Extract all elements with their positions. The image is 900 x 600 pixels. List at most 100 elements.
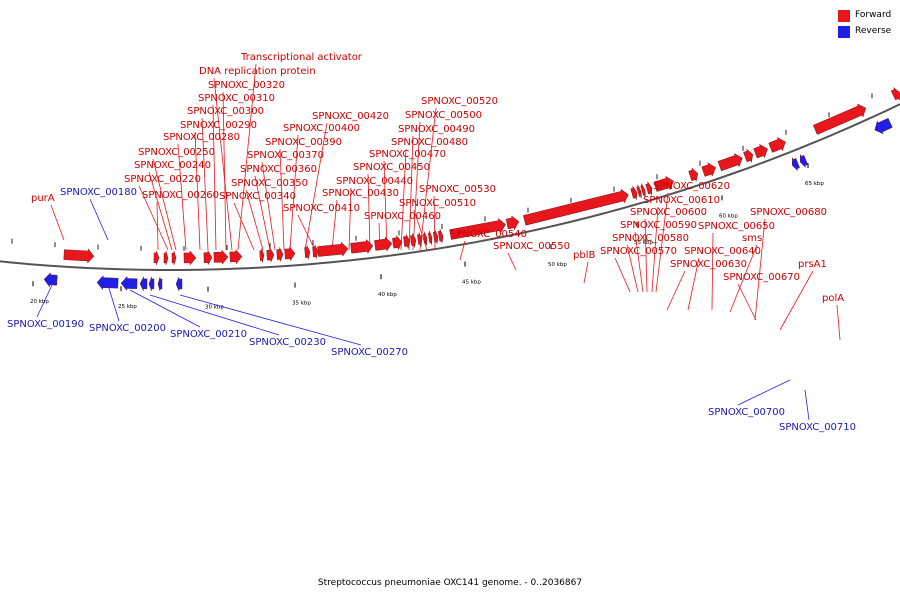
scale-tick-label: 25 kbp [118, 304, 137, 310]
forward-gene-arrow [701, 162, 716, 177]
forward-gene-arrow [350, 238, 374, 254]
forward-gene-arrow [640, 183, 646, 198]
forward-gene-label: SPNOXC_00590 [620, 220, 697, 231]
forward-label-leader [634, 231, 644, 293]
forward-gene-arrow [428, 230, 433, 245]
forward-gene-arrow [523, 188, 629, 226]
forward-gene-arrow [284, 246, 296, 262]
forward-label-leader [177, 143, 187, 251]
forward-gene-label: SPNOXC_00460 [364, 211, 441, 222]
forward-gene-arrow [163, 250, 169, 266]
forward-label-leader [297, 214, 316, 251]
forward-label-leader [138, 185, 169, 251]
scale-tick-label: 55 kbp [634, 240, 653, 246]
reverse-gene-label: SPNOXC_00190 [7, 319, 84, 330]
forward-gene-label: SPNOXC_00480 [391, 137, 468, 148]
legend-reverse-swatch [838, 26, 850, 38]
reverse-gene-label: SPNOXC_00200 [89, 323, 166, 334]
forward-label-leader [614, 257, 631, 293]
forward-gene-label: SPNOXC_00410 [283, 203, 360, 214]
forward-label-leader [213, 77, 233, 251]
reverse-label-leader [149, 294, 280, 336]
reverse-label-leader [737, 379, 791, 406]
forward-gene-label: SPNOXC_00570 [600, 246, 677, 257]
reverse-label-leader [107, 284, 120, 322]
scale-tick-label: 60 kbp [719, 213, 738, 219]
forward-gene-label: SPNOXC_00320 [208, 80, 285, 91]
forward-label-leader [626, 244, 639, 293]
forward-gene-label: SPNOXC_00620 [653, 181, 730, 192]
forward-label-leader [459, 240, 466, 261]
legend-reverse-label: Reverse [855, 26, 892, 36]
forward-label-leader [666, 270, 686, 311]
forward-gene-label: SPNOXC_00440 [336, 176, 413, 187]
forward-label-leader [754, 218, 766, 321]
reverse-label-leader [129, 289, 201, 328]
forward-gene-label: SPNOXC_00350 [231, 178, 308, 189]
forward-gene-arrow [374, 236, 393, 252]
reverse-gene-arrow [157, 276, 163, 292]
forward-label-leader [644, 218, 648, 293]
forward-label-leader [408, 135, 414, 251]
forward-gene-label: pblB [573, 250, 595, 261]
forward-gene-arrow [743, 148, 753, 164]
reverse-gene-label: SPNOXC_00230 [249, 337, 326, 348]
legend-forward-swatch [838, 10, 850, 22]
forward-gene-arrow [890, 87, 900, 101]
forward-label-leader [507, 252, 517, 271]
forward-gene-label: DNA replication protein [199, 66, 316, 77]
forward-gene-arrow [768, 137, 786, 153]
forward-gene-label: SPNOXC_00390 [265, 137, 342, 148]
reverse-gene-arrow [874, 118, 893, 135]
forward-gene-arrow [276, 247, 284, 262]
forward-gene-label: SPNOXC_00370 [247, 150, 324, 161]
forward-gene-label: SPNOXC_00360 [240, 164, 317, 175]
forward-label-leader [245, 189, 264, 251]
forward-gene-label: SPNOXC_00650 [698, 221, 775, 232]
forward-gene-label: SPNOXC_00600 [630, 207, 707, 218]
forward-label-leader [222, 91, 227, 251]
forward-label-leader [331, 199, 338, 251]
forward-gene-label: SPNOXC_00450 [353, 162, 430, 173]
reverse-gene-arrow [139, 276, 148, 291]
reverse-gene-label: SPNOXC_00270 [331, 347, 408, 358]
reverse-gene-label: SPNOXC_00710 [779, 422, 856, 433]
scale-tick-label: 65 kbp [805, 181, 824, 187]
forward-label-leader [419, 107, 437, 251]
forward-gene-arrow [317, 241, 349, 257]
forward-label-leader [836, 304, 841, 341]
reverse-gene-arrow [800, 154, 808, 168]
forward-gene-label: SPNOXC_00310 [198, 93, 275, 104]
reverse-gene-arrow [96, 275, 119, 291]
forward-gene-label: SPNOXC_00490 [398, 124, 475, 135]
forward-label-leader [400, 148, 407, 251]
scale-tick-label: 50 kbp [548, 262, 567, 268]
forward-gene-arrow [392, 235, 403, 251]
forward-gene-arrow [410, 233, 417, 248]
reverse-gene-arrow [792, 157, 800, 171]
forward-gene-label: polA [822, 293, 844, 304]
forward-gene-label: prsA1 [798, 259, 827, 270]
forward-gene-arrow [636, 184, 642, 199]
forward-gene-arrow [304, 245, 311, 260]
forward-gene-arrow [433, 229, 439, 244]
reverse-label-leader [36, 284, 53, 318]
forward-gene-label: SPNOXC_00550 [493, 241, 570, 252]
reverse-gene-label: SPNOXC_00180 [60, 187, 137, 198]
forward-gene-arrow [259, 248, 265, 263]
scale-tick-label: 20 kbp [30, 299, 49, 305]
forward-label-leader [729, 244, 758, 313]
forward-gene-label: SPNOXC_00530 [419, 184, 496, 195]
forward-label-leader [233, 202, 255, 251]
forward-label-leader [50, 204, 65, 241]
forward-label-leader [304, 122, 328, 251]
forward-gene-label: SPNOXC_00510 [399, 198, 476, 209]
reverse-gene-label: SPNOXC_00210 [170, 329, 247, 340]
forward-label-leader [779, 270, 814, 331]
forward-gene-label: SPNOXC_00290 [180, 120, 257, 131]
forward-label-leader [737, 283, 757, 321]
reverse-label-leader [804, 389, 810, 421]
forward-gene-arrow [403, 234, 411, 249]
forward-gene-label: SPNOXC_00300 [187, 106, 264, 117]
